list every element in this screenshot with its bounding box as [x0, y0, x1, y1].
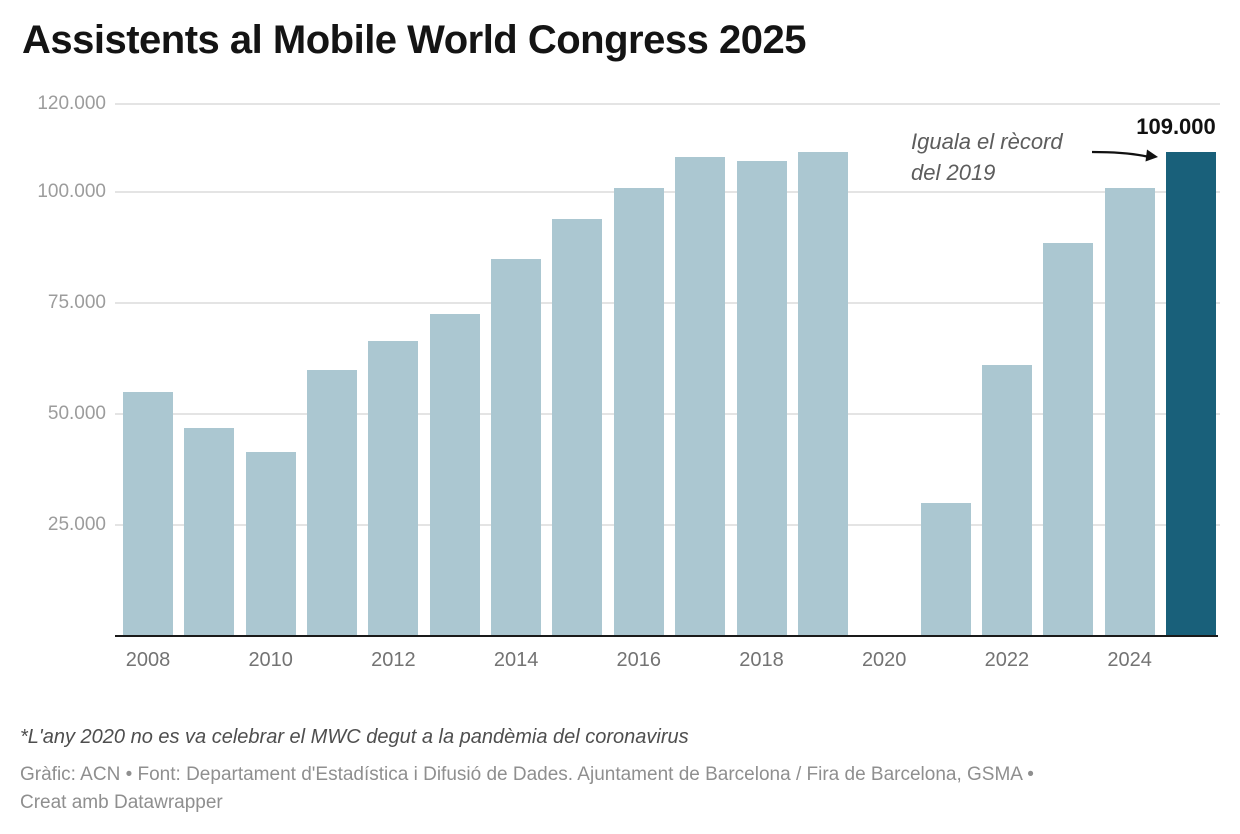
- annotation-arrow-icon: [1091, 149, 1158, 162]
- x-axis-baseline: [115, 635, 1218, 637]
- bar-2023: [1043, 243, 1094, 636]
- bar-2022: [981, 365, 1032, 636]
- x-axis-label-2022: 2022: [984, 649, 1030, 671]
- x-axis-label-2008: 2008: [125, 649, 171, 671]
- annotation: Iguala el rècord del 2019: [911, 126, 1063, 188]
- bar-2009: [184, 427, 235, 636]
- bar-2008: [123, 392, 173, 636]
- bar-2014: [491, 258, 542, 636]
- y-axis-label-75.000: 75.000: [47, 292, 106, 314]
- bar-2010: [245, 451, 296, 636]
- bar-2025: [1165, 152, 1216, 636]
- credits: Gràfic: ACN • Font: Departament d'Estadí…: [20, 761, 1034, 817]
- y-axis-label-25.000: 25.000: [47, 514, 106, 536]
- gridline-75.000: [115, 302, 1220, 305]
- bar-2012: [368, 341, 419, 636]
- bar-2021: [920, 502, 971, 636]
- gridline-25.000: [115, 524, 1220, 527]
- credits-line-1: Gràfic: ACN • Font: Departament d'Estadí…: [20, 764, 1034, 785]
- annotation-line-2: del 2019: [911, 160, 996, 185]
- gridline-50.000: [115, 413, 1220, 416]
- x-axis-label-2016: 2016: [616, 649, 662, 671]
- gridline-120.000: [115, 102, 1220, 105]
- footnote: *L'any 2020 no es va celebrar el MWC deg…: [20, 726, 689, 748]
- bar-2018: [736, 161, 787, 636]
- y-axis-label-120.000: 120.000: [37, 92, 106, 114]
- credits-line-2: Creat amb Datawrapper: [20, 792, 223, 813]
- bar-2024: [1104, 187, 1155, 636]
- x-axis-label-2024: 2024: [1107, 649, 1152, 671]
- bar-2019: [797, 152, 848, 636]
- x-axis-label-2010: 2010: [248, 649, 293, 671]
- bar-2017: [675, 156, 726, 636]
- y-axis-label-100.000: 100.000: [37, 181, 106, 203]
- bar-2016: [613, 187, 664, 636]
- bar-2011: [307, 369, 358, 636]
- bar-2015: [552, 219, 603, 636]
- x-axis-label-2012: 2012: [371, 649, 416, 671]
- bar-2013: [429, 314, 480, 636]
- chart-title: Assistents al Mobile World Congress 2025: [22, 18, 806, 62]
- x-axis-label-2018: 2018: [739, 649, 784, 671]
- annotation-line-1: Iguala el rècord: [911, 129, 1063, 154]
- highlight-value-label: 109.000: [1136, 114, 1216, 139]
- x-axis-label-2020: 2020: [861, 649, 907, 671]
- y-axis-label-50.000: 50.000: [47, 403, 106, 425]
- x-axis-label-2014: 2014: [493, 649, 539, 671]
- gridline-100.000: [115, 191, 1220, 194]
